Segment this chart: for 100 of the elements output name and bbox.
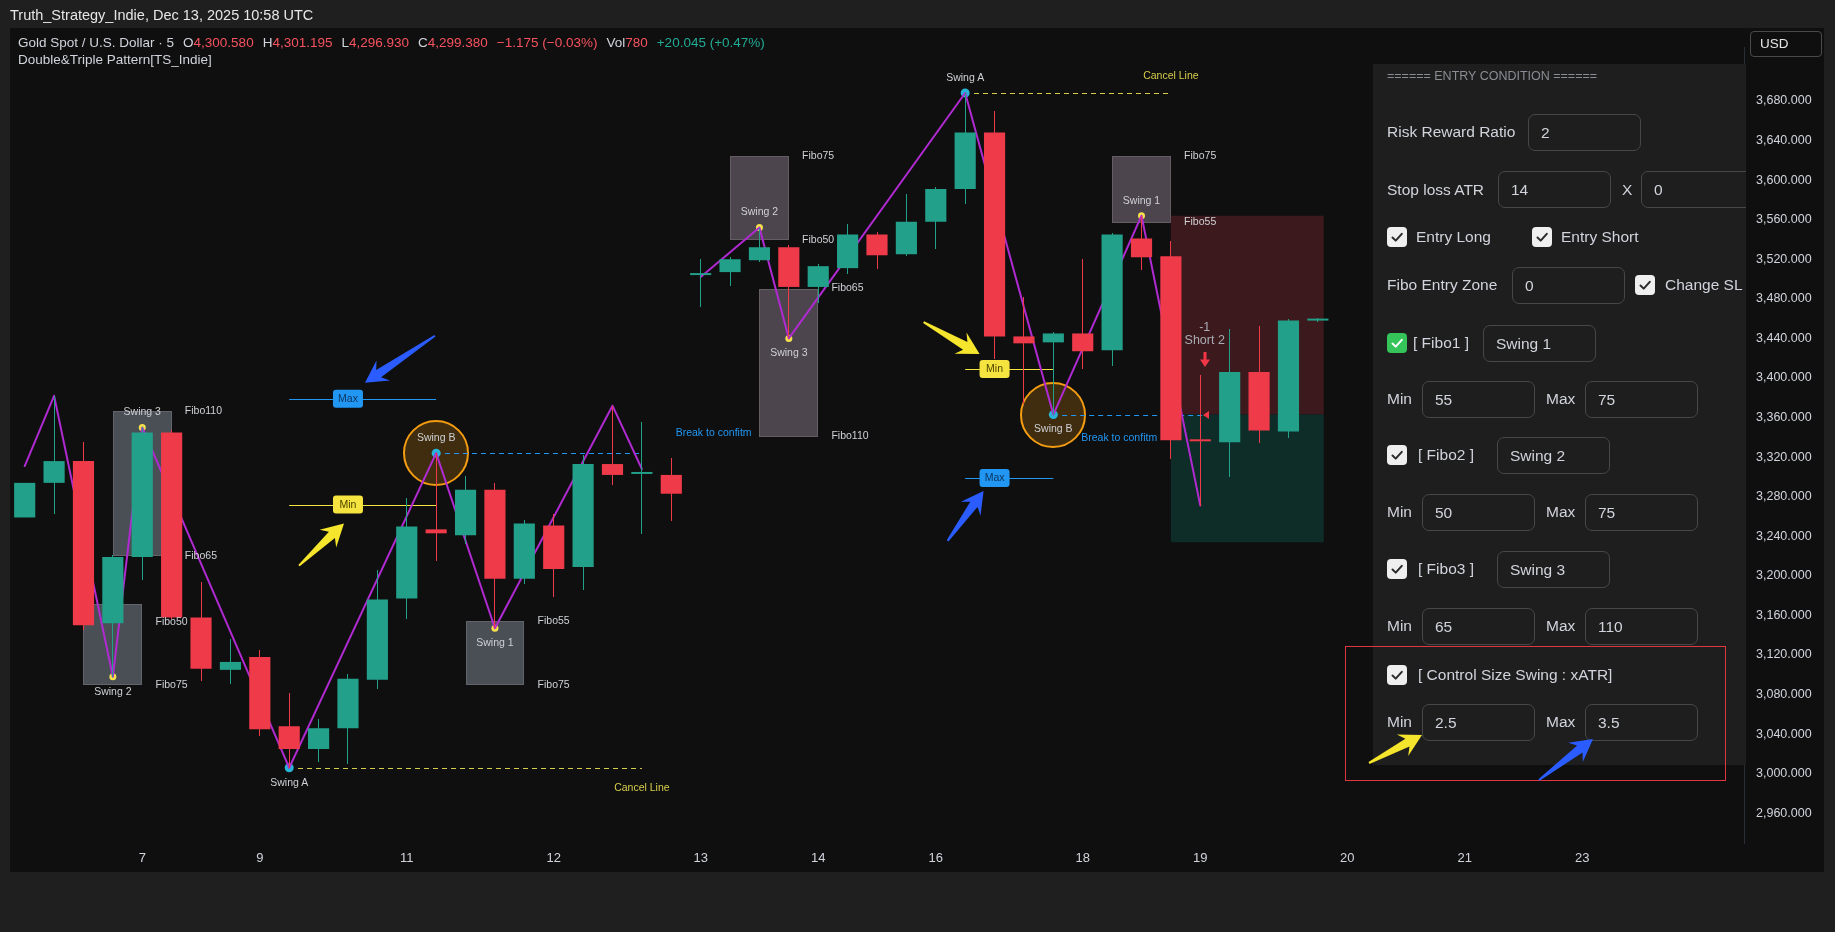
y-tick-label: 3,240.000 [1756, 528, 1812, 543]
y-tick-label: 3,440.000 [1756, 330, 1812, 345]
input-field: 75 [1585, 380, 1698, 418]
annotation: ====== ENTRY CONDITION ====== [1387, 68, 1598, 85]
x-tick-label: 9 [256, 850, 264, 866]
annotation: Swing 3 [123, 405, 162, 418]
y-tick-label: 3,360.000 [1756, 410, 1812, 424]
ref-line-label: Break to confitm [675, 426, 752, 439]
x-tick-label: 20 [1340, 850, 1355, 866]
input-field: 75 [1585, 493, 1698, 531]
ref-line-label: Cancel Line [1143, 68, 1199, 81]
input-field: 55 [1422, 380, 1535, 418]
ref-line-label: Break to confitm [1081, 431, 1158, 444]
y-tick-label: 3,280.000 [1756, 489, 1812, 504]
annotation: Fibo50 [802, 232, 835, 245]
candlestick [1189, 375, 1211, 506]
annotation: Max [1546, 616, 1576, 636]
annotation: Max [1546, 712, 1576, 732]
ref-line-label: Cancel Line [614, 780, 670, 793]
y-tick-label: 3,160.000 [1756, 607, 1812, 622]
candlestick [690, 259, 712, 307]
annotation: Swing 1 [476, 636, 514, 649]
y-tick-label: 3,320.000 [1756, 449, 1812, 464]
annotation: Max [1546, 502, 1576, 522]
annotation: O4,300.580 [183, 35, 254, 50]
y-tick-label: 3,560.000 [1756, 212, 1812, 227]
input-field: 2.5 [1422, 703, 1535, 741]
x-tick-label: 12 [546, 850, 561, 866]
y-tick-label: 2,960.000 [1756, 805, 1812, 820]
annotation: Vol780 [606, 35, 648, 50]
annotation: [ Control Size Swing : xATR] [1418, 664, 1613, 685]
chart-title: Gold Spot / U.S. Dollar · 5 [18, 35, 175, 50]
input-field: 3.5 [1585, 703, 1698, 741]
annotation: Fibo75 [537, 677, 570, 690]
annotation: Min [1387, 389, 1412, 409]
annotation: Swing A [946, 70, 985, 83]
annotation: Swing A [270, 775, 309, 788]
input-field: 110 [1585, 607, 1698, 645]
annotation: Swing 2 [94, 684, 132, 697]
ref-line-label: Min [986, 362, 1004, 375]
y-tick-label: 3,040.000 [1756, 726, 1812, 741]
annotation: Fibo75 [802, 148, 835, 161]
x-tick-label: 13 [693, 850, 708, 866]
annotation: H4,301.195 [262, 35, 333, 50]
x-tick-label: 19 [1193, 850, 1208, 866]
annotation: Min [1387, 712, 1412, 732]
x-tick-label: 11 [400, 850, 414, 866]
annotation: Fibo50 [155, 614, 188, 627]
x-tick-label: 16 [928, 850, 944, 866]
y-tick-label: 3,200.000 [1756, 568, 1812, 583]
button: USD [1750, 31, 1822, 57]
y-tick-label: 3,120.000 [1756, 647, 1812, 662]
annotation: Swing 3 [770, 346, 808, 359]
annotation: −1.175 (−0.03%) [496, 35, 598, 50]
annotation: [ Fibo3 ] [1418, 559, 1474, 579]
candlestick [1013, 297, 1035, 404]
annotation: Entry Short [1561, 226, 1639, 247]
annotation: Fibo Entry Zone [1387, 275, 1498, 295]
annotation: Change SL [1665, 275, 1743, 295]
input-field: Swing 3 [1497, 550, 1610, 588]
annotation: [ Fibo1 ] [1413, 333, 1469, 353]
annotation: Risk Reward Ratio [1387, 122, 1516, 142]
annotation: Min [1387, 502, 1412, 522]
ref-line-label: Max [984, 471, 1006, 484]
x-tick-label: 18 [1075, 850, 1090, 866]
annotation: Fibo55 [537, 613, 570, 626]
y-tick-label: 3,520.000 [1756, 251, 1812, 266]
annotation: Fibo110 [184, 403, 223, 416]
annotation: Entry Long [1416, 226, 1491, 247]
x-tick-label: 23 [1575, 850, 1590, 866]
annotation: Fibo75 [1184, 148, 1217, 161]
annotation: Swing 1 [1122, 193, 1161, 206]
annotation: Min [1387, 616, 1412, 636]
y-tick-label: 3,640.000 [1756, 132, 1812, 147]
annotation: Fibo55 [1184, 215, 1217, 228]
text: Truth_Strategy_Indie, Dec 13, 2025 10:58 UTC [10, 7, 314, 24]
ref-line-label: Min [339, 498, 357, 511]
annotation: Stop loss ATR [1387, 179, 1485, 200]
x-tick-label: 21 [1457, 850, 1473, 866]
input-field: 0 [1641, 171, 1746, 208]
annotation: Fibo65 [831, 281, 864, 294]
chart-subtitle: Double&Triple Pattern[TS_Indie] [18, 51, 213, 68]
annotation: X [1622, 179, 1633, 200]
annotation: Fibo110 [831, 429, 869, 442]
input-field: 2 [1528, 113, 1641, 151]
annotation: Short 2 [1184, 333, 1225, 348]
annotation: L4,296.930 [341, 35, 410, 50]
annotation: Swing B [1034, 422, 1073, 435]
ref-line-label: Max [338, 392, 359, 405]
annotation: C4,299.380 [418, 35, 488, 50]
y-tick-label: 3,000.000 [1756, 766, 1812, 781]
input-field: 0 [1512, 266, 1625, 304]
y-tick-label: 3,400.000 [1756, 370, 1812, 385]
input-field: Swing 1 [1483, 324, 1596, 362]
annotation: Fibo75 [155, 677, 188, 690]
annotation: Swing B [416, 431, 456, 444]
annotation: Swing 2 [740, 205, 779, 218]
input-field: Swing 2 [1497, 436, 1610, 474]
x-tick-label: 14 [810, 850, 826, 866]
annotation: -1 [1199, 320, 1211, 335]
